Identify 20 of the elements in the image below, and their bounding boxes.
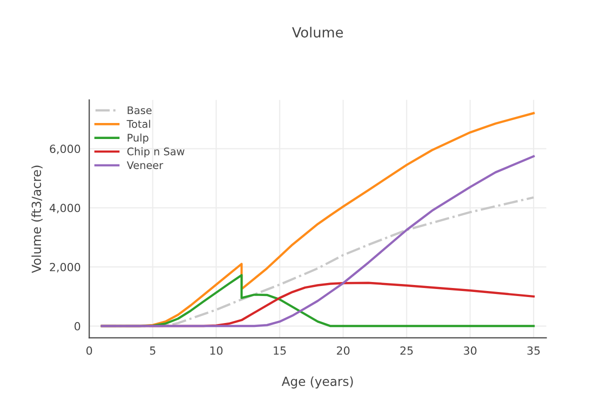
legend-label: Pulp	[128, 134, 148, 144]
legend-label: Chip n Saw	[127, 147, 184, 158]
x-tick-label: 5	[150, 346, 156, 355]
chart-title: Volume	[292, 26, 343, 38]
x-tick-label: 25	[400, 346, 413, 355]
x-tick-label: 35	[527, 346, 540, 355]
x-tick-label: 30	[464, 346, 476, 355]
y-tick-label: 4,000	[50, 204, 80, 214]
x-tick-label: 0	[86, 346, 92, 355]
y-tick-label: 0	[74, 322, 80, 330]
y-tick-label: 6,000	[50, 144, 80, 154]
legend-label: Base	[128, 106, 152, 114]
legend-label: Veneer	[126, 161, 164, 170]
x-tick-label: 15	[274, 346, 286, 355]
y-axis-title: Volume (ft3/acre)	[31, 166, 43, 274]
x-axis-title: Age (years)	[282, 376, 353, 388]
legend-label: Total	[126, 120, 150, 128]
x-tick-label: 20	[336, 346, 350, 355]
y-tick-label: 2,000	[50, 262, 80, 272]
x-tick-label: 10	[210, 346, 223, 355]
